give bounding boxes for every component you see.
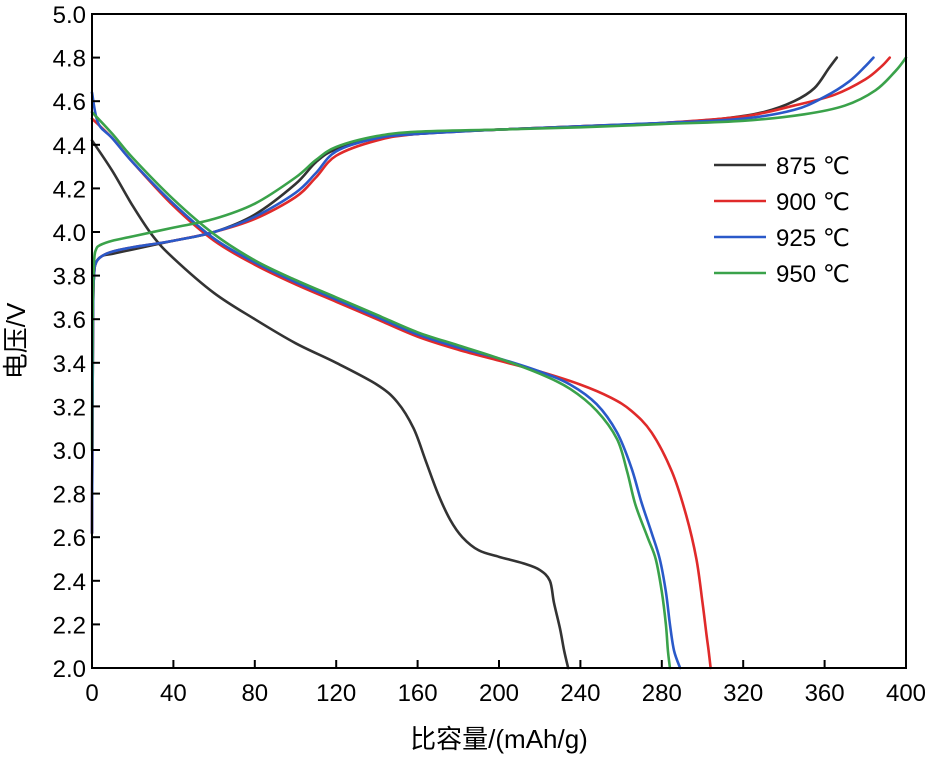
x-tick-label: 0 — [85, 680, 98, 707]
y-tick-label: 4.6 — [53, 89, 86, 116]
y-tick-label: 2.0 — [53, 656, 86, 683]
x-tick-label: 80 — [241, 680, 268, 707]
x-tick-label: 400 — [886, 680, 926, 707]
y-tick-label: 2.4 — [53, 569, 86, 596]
series-875-discharge-line — [90, 139, 570, 670]
axis-ticks: 0 40 80 120 160 200 240 280 320 360 400 2.0 2.2 2.4 2.… — [53, 2, 926, 707]
x-tick-label: 200 — [479, 680, 519, 707]
legend: 875 ℃ 900 ℃ 925 ℃ 950 ℃ — [714, 153, 850, 288]
x-tick-label: 40 — [160, 680, 187, 707]
y-tick-label: 3.2 — [53, 394, 86, 421]
y-axis-label: 电压/V — [1, 302, 31, 379]
y-tick-label: 4.8 — [53, 46, 86, 73]
x-tick-label: 120 — [316, 680, 356, 707]
legend-label-925: 925 ℃ — [776, 225, 850, 252]
x-tick-label: 240 — [560, 680, 600, 707]
y-tick-label: 3.8 — [53, 264, 86, 291]
y-tick-label: 4.0 — [53, 220, 86, 247]
y-tick-label: 3.6 — [53, 307, 86, 334]
series-925-discharge-line — [90, 91, 682, 670]
series-950-discharge-line — [90, 110, 672, 670]
x-tick-label: 320 — [723, 680, 763, 707]
legend-label-900: 900 ℃ — [776, 189, 850, 216]
y-tick-label: 2.8 — [53, 482, 86, 509]
series-950-charge-line — [90, 56, 908, 452]
y-tick-label: 3.0 — [53, 438, 86, 465]
series-875-charge-line — [90, 56, 839, 535]
plot-curves — [90, 56, 908, 670]
y-tick-label: 2.6 — [53, 525, 86, 552]
x-tick-label: 160 — [398, 680, 438, 707]
legend-label-875: 875 ℃ — [776, 153, 850, 180]
y-tick-label: 2.2 — [53, 612, 86, 639]
x-axis-label: 比容量/(mAh/g) — [410, 724, 588, 754]
series-900-discharge-line — [90, 117, 712, 670]
legend-label-950: 950 ℃ — [776, 261, 850, 288]
x-tick-label: 360 — [805, 680, 845, 707]
y-tick-label: 4.2 — [53, 176, 86, 203]
y-tick-label: 3.4 — [53, 351, 86, 378]
y-tick-label: 5.0 — [53, 2, 86, 29]
y-tick-label: 4.4 — [53, 133, 86, 160]
series-925-charge-line — [90, 56, 875, 535]
x-tick-label: 280 — [642, 680, 682, 707]
